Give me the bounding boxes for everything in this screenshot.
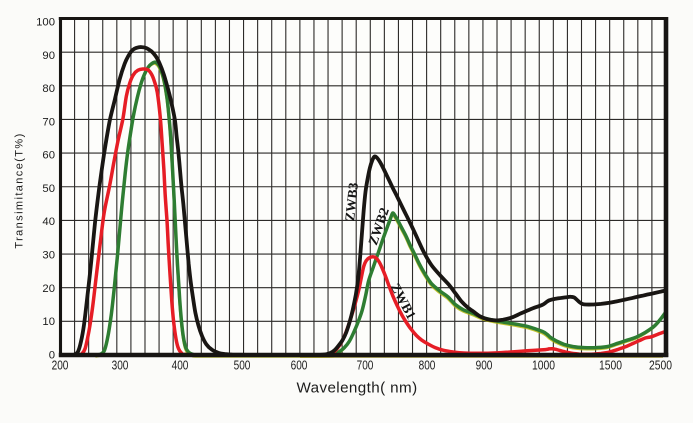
svg-text:200: 200 [52,359,69,373]
svg-text:400: 400 [172,359,189,373]
svg-text:80: 80 [42,83,55,95]
svg-text:2500: 2500 [649,359,672,373]
svg-text:1000: 1000 [532,359,555,373]
svg-text:30: 30 [42,250,55,262]
svg-text:700: 700 [357,359,374,373]
svg-text:500: 500 [234,359,251,373]
svg-text:1500: 1500 [599,359,622,373]
svg-text:0: 0 [49,349,55,361]
svg-text:ZWB3: ZWB3 [342,182,361,222]
svg-text:40: 40 [42,216,55,228]
svg-text:70: 70 [42,116,55,128]
svg-text:Transimitance(T%): Transimitance(T%) [14,132,26,248]
svg-text:100: 100 [36,16,55,28]
svg-text:10: 10 [42,316,55,328]
svg-text:Wavelength( nm): Wavelength( nm) [296,380,417,397]
svg-text:800: 800 [419,359,436,373]
svg-text:60: 60 [42,150,55,162]
svg-text:20: 20 [42,283,55,295]
svg-text:50: 50 [42,183,55,195]
svg-text:300: 300 [112,359,129,373]
svg-text:900: 900 [476,359,493,373]
svg-text:90: 90 [42,50,55,62]
svg-text:600: 600 [291,359,308,373]
